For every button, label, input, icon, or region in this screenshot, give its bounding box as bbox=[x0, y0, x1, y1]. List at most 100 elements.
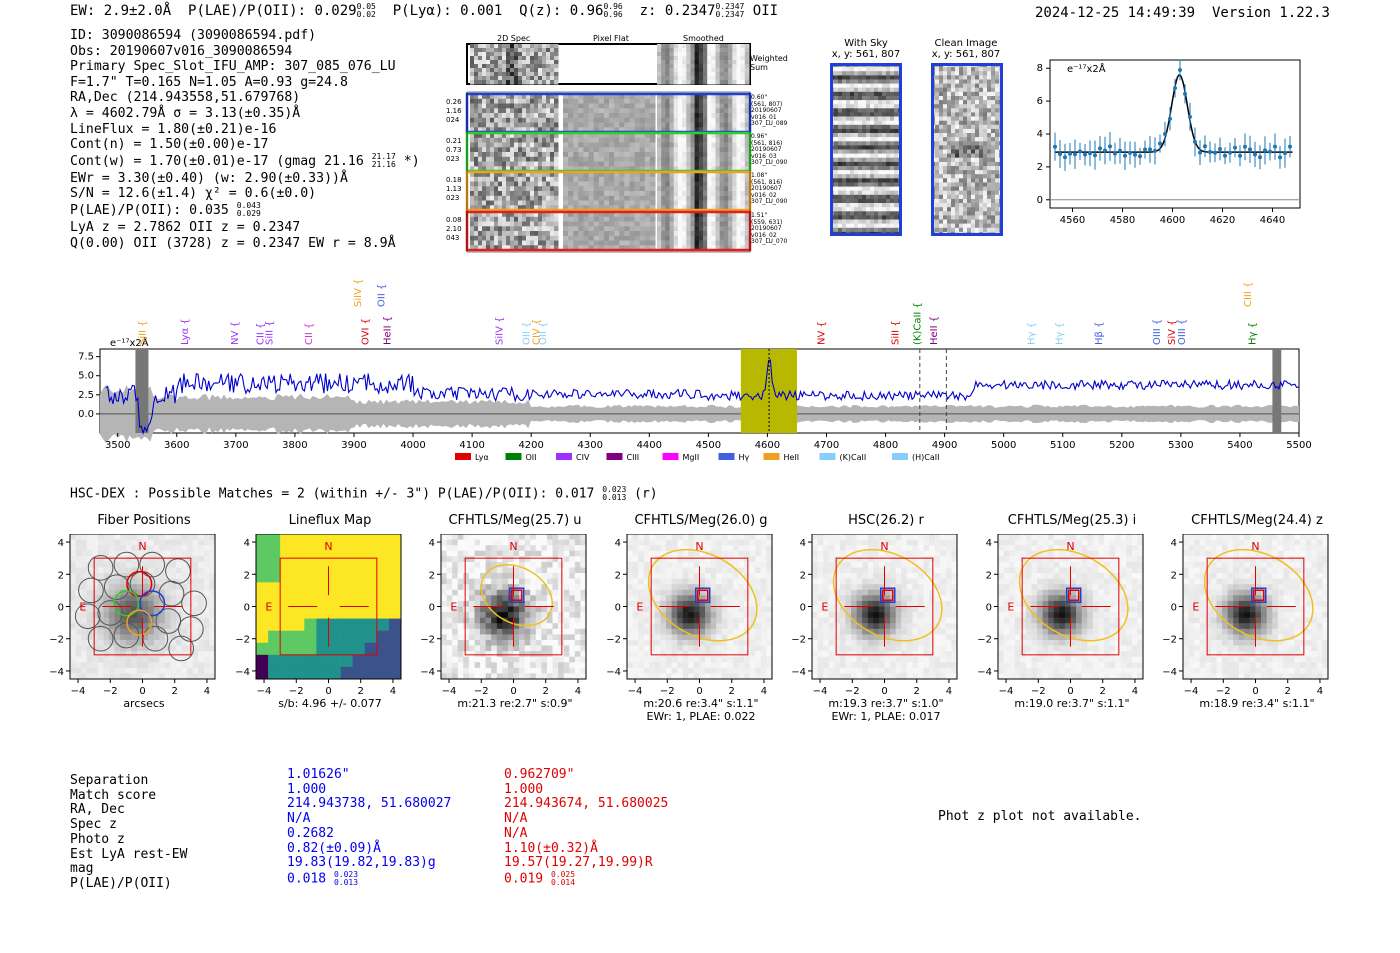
thumb-title: CFHTLS/Meg(25.3) i bbox=[1007, 513, 1137, 528]
legend-item: Lyα bbox=[455, 453, 489, 462]
x-tick-label: −2 bbox=[1216, 686, 1231, 697]
fiber-circle bbox=[78, 577, 104, 604]
spectrum-line bbox=[105, 359, 1299, 435]
thumb-image: N E −4 −4 −2 −2 0 0 2 2 4 4 bbox=[978, 534, 1144, 697]
row-left-value: 023 bbox=[446, 155, 460, 163]
data-point bbox=[1213, 150, 1217, 155]
emission-line-label: CIV { bbox=[531, 319, 542, 345]
spec2d-cell bbox=[563, 94, 656, 133]
y-tick-label: −2 bbox=[50, 635, 64, 646]
emission-line-label: HeII { bbox=[382, 316, 393, 345]
data-point bbox=[1138, 154, 1142, 159]
row-left-value: 0.73 bbox=[446, 146, 462, 154]
x-tick-label: 4700 bbox=[814, 440, 839, 451]
x-tick-label: 4100 bbox=[459, 440, 484, 451]
match2-plae-val: 0.019 bbox=[504, 871, 544, 887]
x-tick-label: −4 bbox=[257, 686, 272, 697]
obs-id: Obs: 20190607v016_3090086594 bbox=[70, 43, 293, 59]
match-marker bbox=[508, 587, 525, 603]
y-tick-label: 0 bbox=[58, 603, 64, 614]
ew-value: EW: 2.9±2.0Å bbox=[70, 3, 172, 19]
data-point bbox=[1133, 152, 1137, 157]
data-point bbox=[1078, 149, 1082, 154]
z-hi: 0.2347 bbox=[715, 2, 745, 11]
row-right-value: 1.51" bbox=[751, 212, 768, 219]
svg-text:Lyα: Lyα bbox=[475, 453, 489, 462]
x-tick-label: 0 bbox=[1067, 686, 1073, 697]
y-tick-label: −2 bbox=[792, 635, 806, 646]
plae-info: P(LAE)/P(OII): 0.035 0.043 0.029 bbox=[70, 200, 261, 218]
spec2d-row-right: 1.08" (561, 816) 20190607 v016_02 307_LU_090 bbox=[751, 172, 788, 206]
thumb-caption: m:19.0 re:3.7" s:1.1" bbox=[1014, 697, 1130, 710]
qz-lo: 0.96 bbox=[603, 10, 623, 19]
data-point bbox=[1278, 155, 1282, 160]
emission-line-label: OII { bbox=[521, 322, 532, 345]
row-right-value: 0.96" bbox=[751, 133, 768, 140]
x-tick-label: 4 bbox=[575, 686, 581, 697]
fiber-circle-highlight bbox=[113, 590, 140, 617]
emission-line-label: Hγ { bbox=[1055, 322, 1066, 345]
data-point bbox=[1148, 147, 1152, 152]
row-right-value: 307_LU_090 bbox=[751, 198, 788, 205]
search-box bbox=[835, 557, 934, 656]
match2-plae: 0.019 0.025 0.014 bbox=[504, 870, 668, 887]
x-tick-label: 2 bbox=[1100, 686, 1106, 697]
data-point bbox=[1158, 141, 1162, 146]
row-right-value: (561, 816) bbox=[751, 139, 783, 147]
svg-text:OII {: OII { bbox=[521, 322, 532, 345]
label-spec-z: Spec z bbox=[70, 817, 117, 833]
svg-text:Hγ {: Hγ { bbox=[1026, 322, 1037, 345]
east-label: E bbox=[1007, 601, 1014, 614]
col-2dspec: 2D Spec bbox=[497, 34, 531, 43]
svg-text:SiII {: SiII { bbox=[264, 320, 275, 345]
thumb-title: Lineflux Map bbox=[288, 513, 372, 528]
y-tick-label: −4 bbox=[607, 667, 621, 678]
svg-text:NV {: NV { bbox=[817, 321, 828, 345]
y-tick-label: −2 bbox=[1163, 635, 1177, 646]
legend-item: Hγ bbox=[718, 453, 750, 462]
data-point bbox=[1143, 147, 1147, 152]
emission-line-label: NV { bbox=[230, 321, 241, 345]
x-tick-label: 4 bbox=[204, 686, 210, 697]
svg-text:OII {: OII { bbox=[377, 284, 388, 307]
emission-line-label: CII { bbox=[304, 323, 315, 345]
spec2d-cell bbox=[470, 44, 559, 85]
y-tick-label: 2 bbox=[800, 570, 806, 581]
y-tick-label: 4 bbox=[429, 538, 435, 549]
svg-text:MgII: MgII bbox=[683, 453, 700, 462]
x-tick-label: −4 bbox=[442, 686, 457, 697]
svg-text:CIV: CIV bbox=[576, 453, 590, 462]
spec2d-row-right: 0.96" (561, 816) 20190607 v016_03 307_LU_090 bbox=[751, 133, 787, 167]
x-tick-label: 5500 bbox=[1286, 440, 1311, 451]
data-point bbox=[1253, 152, 1257, 157]
data-point bbox=[1063, 155, 1067, 160]
spec2d-cell bbox=[470, 94, 559, 133]
y-tick-label: 0 bbox=[615, 603, 621, 614]
q-line: Q(0.00) OII (3728) z = 0.2347 EW r = 8.9… bbox=[70, 235, 396, 251]
y-tick-label: −4 bbox=[236, 667, 250, 678]
x-tick-label: 4560 bbox=[1060, 215, 1085, 226]
data-point bbox=[1108, 144, 1112, 149]
data-point bbox=[1113, 151, 1117, 156]
spec2d-cell bbox=[563, 133, 656, 172]
legend-item: HeII bbox=[763, 453, 799, 462]
label-match-score: Match score bbox=[70, 787, 157, 803]
svg-text:CIII {: CIII { bbox=[1243, 282, 1254, 307]
east-label: E bbox=[1192, 601, 1199, 614]
east-label: E bbox=[450, 601, 457, 614]
mask-region bbox=[1272, 349, 1282, 433]
row-left-value: 0.08 bbox=[446, 216, 462, 224]
y-tick-label: 0 bbox=[986, 603, 992, 614]
data-point bbox=[1123, 153, 1127, 158]
data-point bbox=[1188, 114, 1192, 119]
x-tick-label: −2 bbox=[660, 686, 675, 697]
fit-params: F=1.7" T=0.165 N=1.05 A=0.93 g=24.8 bbox=[70, 74, 348, 90]
row-right-value: v016_03 bbox=[751, 152, 777, 160]
row-left-value: 024 bbox=[446, 116, 460, 124]
plae-lo: 0.02 bbox=[356, 10, 376, 19]
y-tick-label: 0 bbox=[429, 603, 435, 614]
thumb-caption: arcsecs bbox=[123, 697, 165, 710]
ewr: EWr = 3.30(±0.40) (w: 2.90(±0.33))Å bbox=[70, 170, 348, 186]
row-left-value: 0.18 bbox=[446, 176, 462, 184]
svg-text:Hγ: Hγ bbox=[739, 453, 750, 462]
